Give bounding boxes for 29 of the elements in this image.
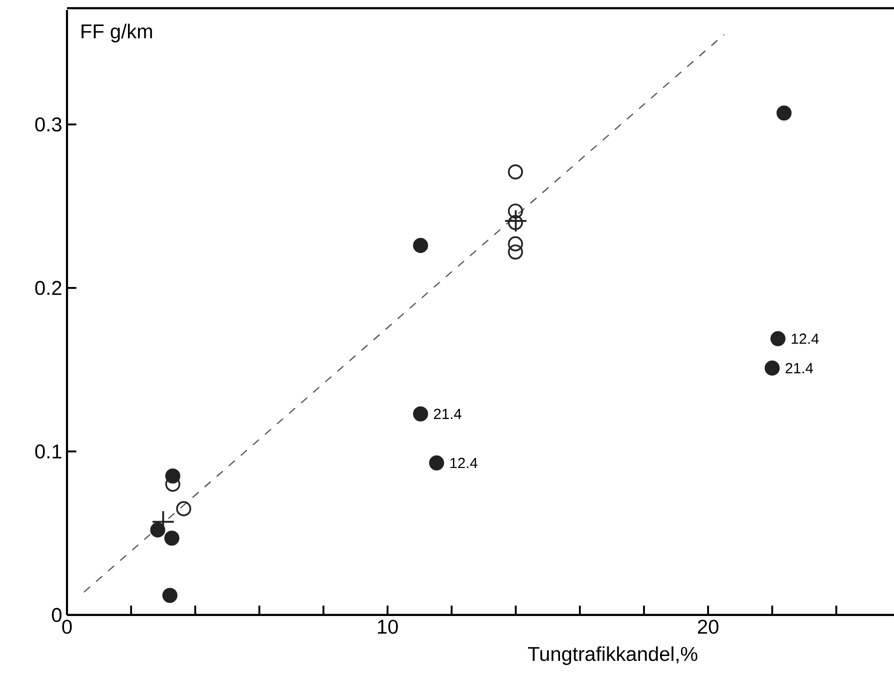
x-axis-title: Tungtrafikkandel,% bbox=[528, 646, 698, 665]
annotation: 12.4 bbox=[450, 458, 478, 468]
x-tick-label: 10 bbox=[378, 620, 398, 634]
annotation: 21.4 bbox=[786, 362, 814, 374]
x-tick-label: 0 bbox=[62, 620, 72, 634]
point bbox=[508, 236, 523, 252]
point bbox=[429, 455, 444, 470]
y-axis-title: FF g/km bbox=[82, 24, 152, 42]
y-tick-label: 0.2 bbox=[35, 280, 62, 296]
point bbox=[505, 210, 526, 232]
annotation: 12.4 bbox=[792, 334, 819, 344]
y-tick-label: 0 bbox=[52, 608, 62, 622]
point bbox=[162, 588, 178, 603]
y-tick-label: 0.3 bbox=[35, 117, 62, 132]
point bbox=[776, 105, 792, 121]
point bbox=[413, 406, 428, 422]
point bbox=[150, 522, 166, 538]
point bbox=[508, 244, 523, 260]
point bbox=[764, 360, 780, 376]
point bbox=[508, 164, 523, 180]
point bbox=[413, 238, 428, 253]
point bbox=[508, 215, 523, 230]
point bbox=[176, 501, 192, 516]
annotation: 21.4 bbox=[434, 408, 462, 419]
point bbox=[508, 204, 523, 219]
point bbox=[164, 530, 180, 546]
x-tick-label: 20 bbox=[698, 620, 718, 634]
point bbox=[770, 331, 786, 346]
y-tick-label: 0.1 bbox=[35, 444, 62, 459]
